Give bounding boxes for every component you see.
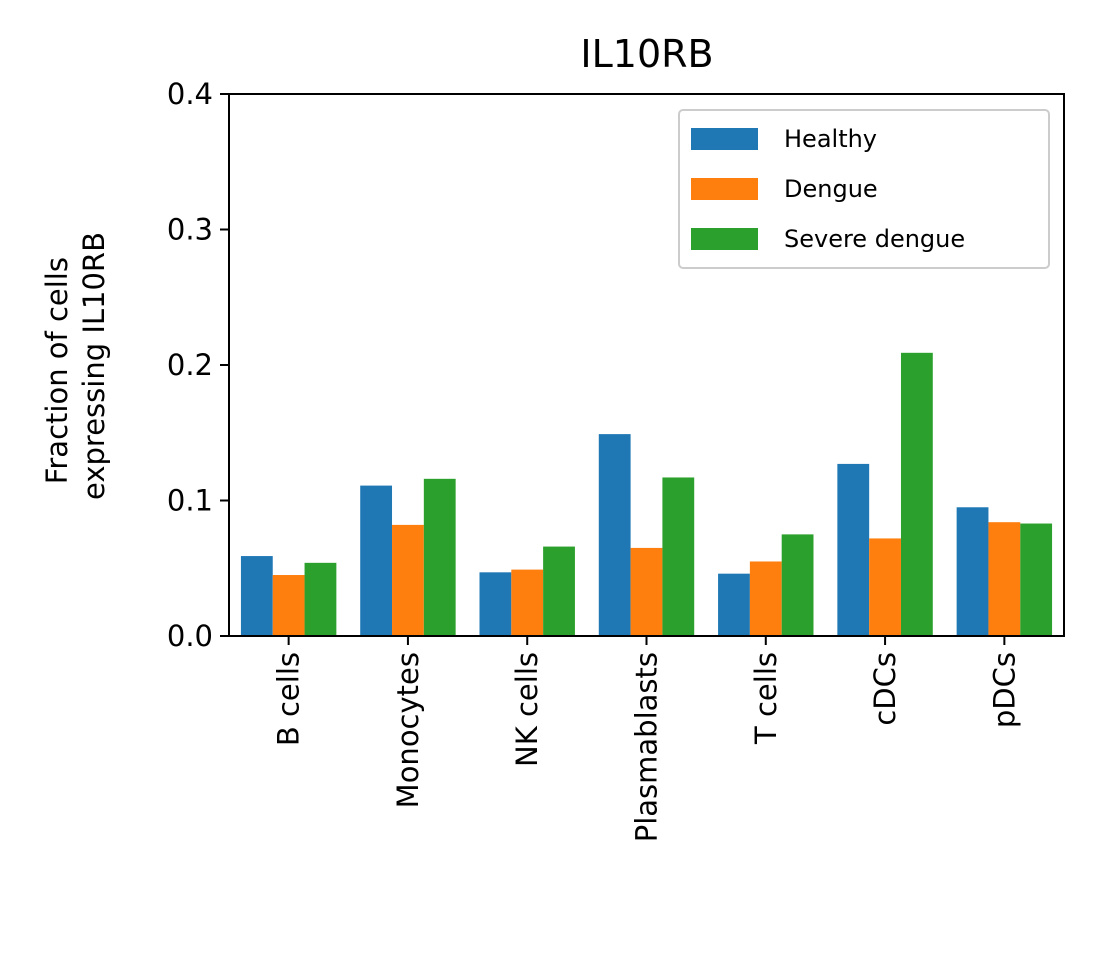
x-tick-label: NK cells [510,652,544,767]
y-tick-label: 0.2 [167,348,213,382]
bar-b-cells-severe-dengue [304,562,337,636]
x-tick-label: pDCs [987,652,1021,728]
legend-swatch-dengue [691,178,758,200]
bar-monocytes-healthy [360,485,393,636]
bar-b-cells-healthy [240,556,273,636]
bar-t-cells-dengue [749,561,782,636]
bar-nk-cells-healthy [479,572,512,636]
bar-plasmablasts-severe-dengue [662,477,695,636]
bar-cdcs-severe-dengue [900,352,933,636]
bar-pdcs-severe-dengue [1020,523,1053,636]
y-axis-label-line-1: Fraction of cells [40,257,74,484]
y-axis-label-line-2: expressing IL10RB [77,232,111,500]
legend: Healthy Dengue Severe dengue [678,109,1050,269]
y-tick-label: 0.4 [167,77,213,111]
legend-label: Healthy [784,125,877,153]
legend-swatch-healthy [691,128,758,150]
bar-plasmablasts-healthy [598,434,631,636]
bar-nk-cells-dengue [511,569,544,636]
plot-frame [228,93,1065,637]
x-tick-label: T cells [749,652,783,745]
bar-pdcs-dengue [988,522,1021,636]
y-tick-label: 0.1 [167,484,213,518]
x-tick-label: Monocytes [391,652,425,808]
bar-monocytes-dengue [392,524,424,636]
bar-plasmablasts-dengue [630,547,663,636]
bar-cdcs-healthy [837,463,870,636]
bar-pdcs-healthy [956,507,989,636]
bar-b-cells-dengue [272,575,305,636]
y-tick-label: 0.0 [167,619,213,653]
axes-layer: 0.0 0.1 0.2 0.3 0.4 B cells Monocytes NK cells P… [167,77,1065,842]
legend-box [678,109,1050,269]
legend-swatch-severe-dengue [691,228,758,250]
y-tick-label: 0.3 [167,213,213,247]
legend-label: Dengue [784,175,878,203]
bar-cdcs-dengue [869,538,901,636]
legend-label: Severe dengue [784,225,965,253]
bar-t-cells-severe-dengue [781,534,814,637]
bar-monocytes-severe-dengue [423,478,456,636]
bar-nk-cells-severe-dengue [543,546,575,636]
bars-layer [240,352,1053,637]
chart-title: IL10RB [580,32,713,76]
bar-t-cells-healthy [718,573,750,636]
x-tick-label: Plasmablasts [630,652,664,842]
x-tick-label: cDCs [868,652,902,726]
x-tick-label: B cells [272,652,306,746]
y-axis-label: Fraction of cells expressing IL10RB [40,232,111,500]
